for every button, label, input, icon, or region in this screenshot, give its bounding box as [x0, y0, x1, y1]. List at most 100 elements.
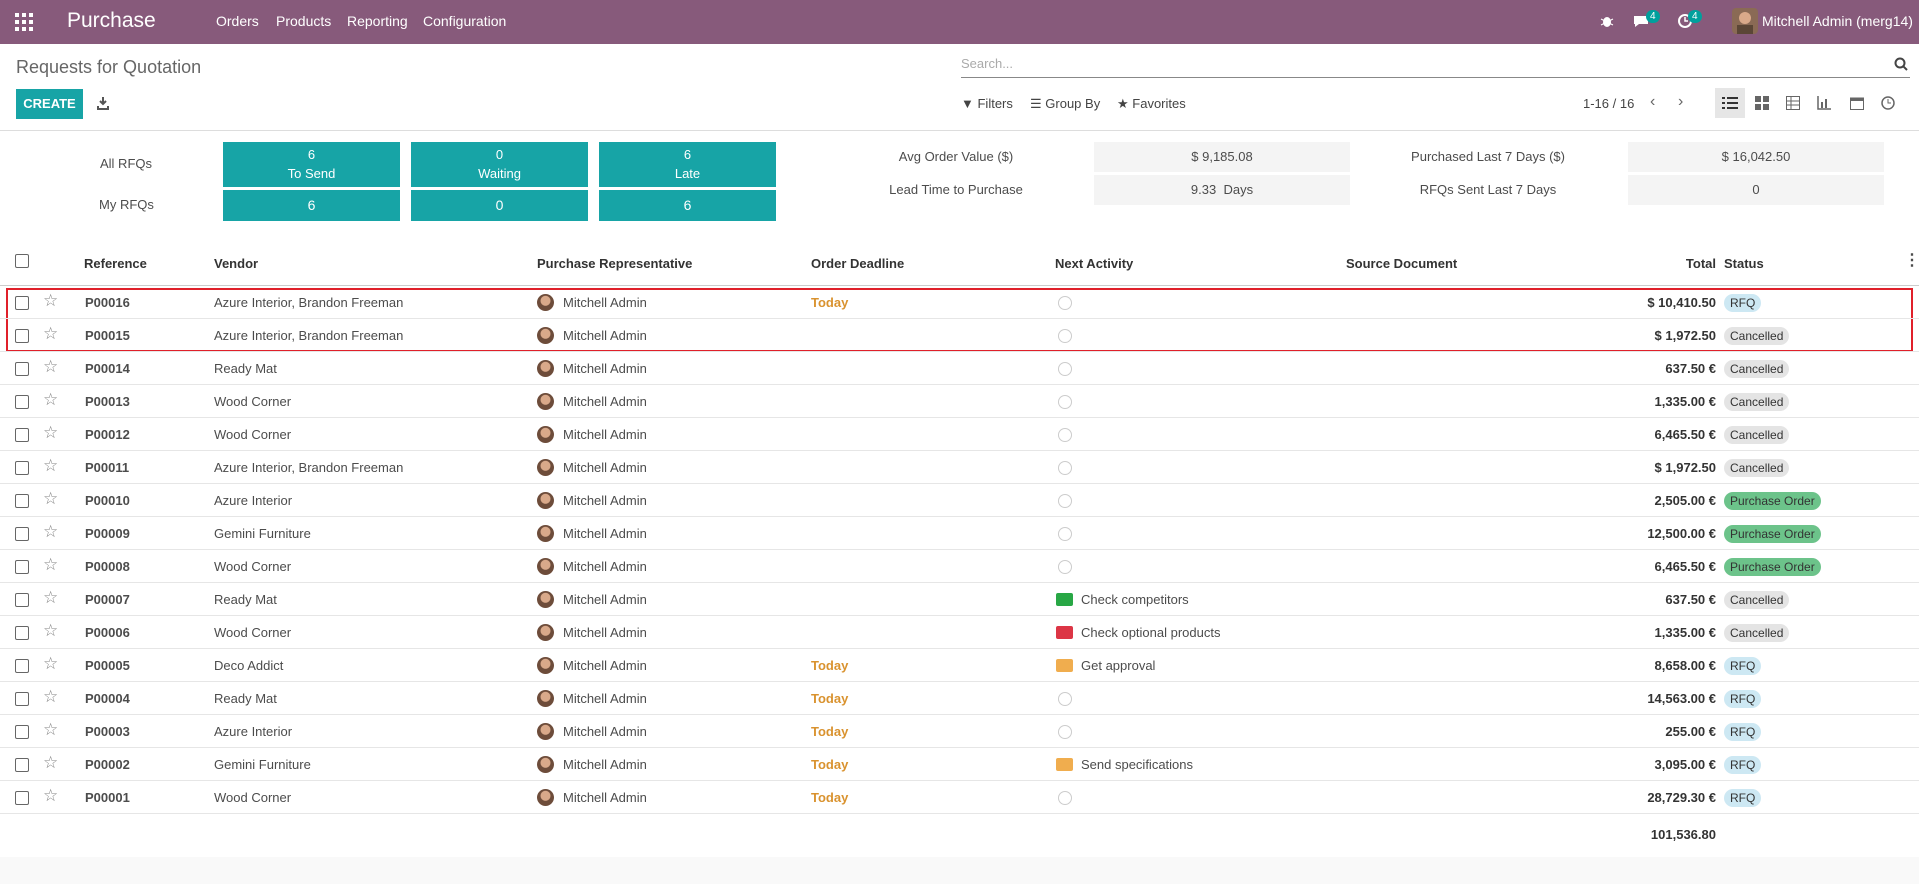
row-checkbox[interactable]: [15, 395, 29, 409]
search-icon[interactable]: [1894, 57, 1908, 71]
pager-prev[interactable]: ‹: [1650, 93, 1656, 110]
header-checkbox[interactable]: [15, 254, 29, 268]
user-name[interactable]: Mitchell Admin (merg14): [1762, 13, 1913, 29]
column-header[interactable]: Order Deadline: [811, 256, 905, 271]
column-header[interactable]: Source Document: [1346, 256, 1458, 271]
favorite-star[interactable]: ☆: [43, 423, 59, 442]
favorite-star[interactable]: ☆: [43, 621, 59, 640]
activity-clock[interactable]: [1058, 461, 1072, 475]
pager-next[interactable]: ›: [1678, 93, 1684, 110]
column-header[interactable]: Total: [1685, 256, 1716, 271]
activity-clock[interactable]: [1058, 791, 1072, 805]
vendor: Azure Interior, Brandon Freeman: [214, 328, 404, 343]
favorites-button[interactable]: ★ Favorites: [1117, 96, 1186, 111]
menu-item[interactable]: Products: [276, 13, 332, 29]
column-header[interactable]: Vendor: [214, 256, 259, 271]
menu-item[interactable]: Orders: [216, 13, 259, 29]
favorite-star[interactable]: ☆: [43, 489, 59, 508]
favorite-star[interactable]: ☆: [43, 588, 59, 607]
dashboard-tile[interactable]: 6: [223, 190, 400, 221]
row-checkbox[interactable]: [15, 791, 29, 805]
activity-clock[interactable]: [1058, 494, 1072, 508]
search-input[interactable]: Search...: [961, 56, 1014, 71]
menu-item[interactable]: Configuration: [423, 13, 507, 29]
row-checkbox[interactable]: [15, 725, 29, 739]
dashboard-tile[interactable]: 6: [599, 190, 776, 221]
activity-clock[interactable]: [1058, 362, 1072, 376]
favorite-star[interactable]: ☆: [43, 456, 59, 475]
favorite-star[interactable]: ☆: [43, 555, 59, 574]
row-checkbox[interactable]: [15, 593, 29, 607]
activity-clock[interactable]: [1058, 692, 1072, 706]
favorite-star[interactable]: ☆: [43, 753, 59, 772]
status-badge: RFQ: [1724, 789, 1762, 807]
reference: P00006: [85, 625, 130, 640]
column-header[interactable]: Reference: [84, 256, 147, 271]
graph-view[interactable]: [1817, 96, 1831, 110]
pivot-view[interactable]: [1786, 96, 1800, 110]
status-badge: RFQ: [1724, 723, 1762, 741]
row-checkbox[interactable]: [15, 494, 29, 508]
column-header[interactable]: Purchase Representative: [537, 256, 693, 271]
favorite-star[interactable]: ☆: [43, 324, 59, 343]
reference: P00012: [85, 427, 130, 442]
row-border: [0, 714, 1919, 715]
activity-clock[interactable]: [1058, 725, 1072, 739]
total: 637.50 €: [1665, 592, 1716, 607]
activity: Check optional products: [1081, 625, 1221, 640]
favorite-star[interactable]: ☆: [43, 291, 59, 310]
messages-icon[interactable]: [1633, 14, 1649, 28]
rep-avatar: [537, 558, 554, 575]
row-checkbox[interactable]: [15, 329, 29, 343]
row-checkbox[interactable]: [15, 296, 29, 310]
row-checkbox[interactable]: [15, 626, 29, 640]
dashboard-tile[interactable]: [223, 142, 400, 187]
row-checkbox[interactable]: [15, 527, 29, 541]
activity-icon[interactable]: [1056, 626, 1073, 639]
column-options[interactable]: ⋮: [1904, 252, 1919, 269]
row-checkbox[interactable]: [15, 758, 29, 772]
row-checkbox[interactable]: [15, 461, 29, 475]
create-button[interactable]: CREATE: [16, 89, 83, 119]
kanban-view[interactable]: [1755, 96, 1769, 110]
activity-view[interactable]: [1881, 96, 1895, 110]
view-switcher[interactable]: [1722, 96, 1738, 110]
apps-icon[interactable]: [15, 13, 33, 31]
menu-item[interactable]: Reporting: [347, 13, 408, 29]
favorite-star[interactable]: ☆: [43, 357, 59, 376]
activity-icon[interactable]: [1056, 758, 1073, 771]
favorite-star[interactable]: ☆: [43, 720, 59, 739]
filters-button[interactable]: ▼ Filters: [961, 96, 1013, 111]
user-avatar[interactable]: [1732, 8, 1758, 34]
activity-clock[interactable]: [1058, 560, 1072, 574]
download-icon[interactable]: [96, 96, 110, 110]
dashboard-tile[interactable]: 0: [411, 190, 588, 221]
column-header[interactable]: Next Activity: [1055, 256, 1134, 271]
activity-clock[interactable]: [1058, 296, 1072, 310]
favorite-star[interactable]: ☆: [43, 654, 59, 673]
debug-icon[interactable]: [1600, 14, 1614, 28]
app-name[interactable]: Purchase: [67, 9, 156, 32]
row-checkbox[interactable]: [15, 362, 29, 376]
favorite-star[interactable]: ☆: [43, 687, 59, 706]
dashboard-tile[interactable]: [599, 142, 776, 187]
activity-clock[interactable]: [1058, 329, 1072, 343]
activity-icon[interactable]: [1056, 593, 1073, 606]
activity-clock[interactable]: [1058, 428, 1072, 442]
favorite-star[interactable]: ☆: [43, 522, 59, 541]
column-header[interactable]: Status: [1724, 256, 1764, 271]
row-checkbox[interactable]: [15, 428, 29, 442]
activity-clock[interactable]: [1058, 395, 1072, 409]
reference: P00003: [85, 724, 130, 739]
dashboard-tile[interactable]: [411, 142, 588, 187]
group-by-button[interactable]: ☰ Group By: [1030, 96, 1101, 111]
favorite-star[interactable]: ☆: [43, 786, 59, 805]
row-checkbox[interactable]: [15, 692, 29, 706]
activity-icon[interactable]: [1056, 659, 1073, 672]
row-checkbox[interactable]: [15, 560, 29, 574]
calendar-view[interactable]: [1850, 96, 1864, 110]
vendor: Gemini Furniture: [214, 526, 311, 541]
activity-clock[interactable]: [1058, 527, 1072, 541]
row-checkbox[interactable]: [15, 659, 29, 673]
favorite-star[interactable]: ☆: [43, 390, 59, 409]
